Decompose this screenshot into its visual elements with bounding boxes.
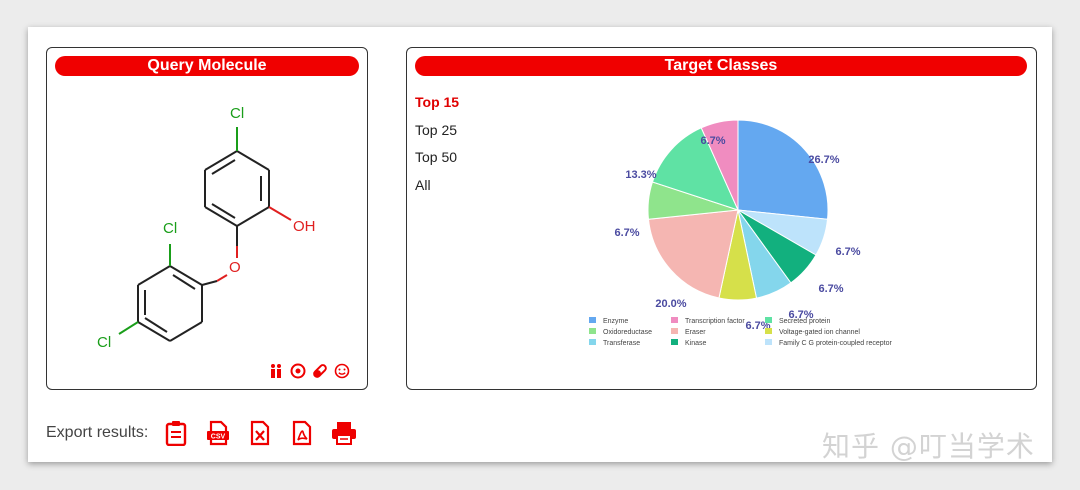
option-top-25[interactable]: Top 25 [415, 121, 458, 138]
legend-swatch [589, 328, 596, 334]
pie-label: 6.7% [700, 135, 725, 147]
svg-text:CSV: CSV [211, 434, 226, 441]
pill-icon[interactable] [311, 363, 329, 381]
atom-cl-bottom: Cl [97, 334, 111, 351]
pie-label: 6.7% [614, 227, 639, 239]
print-icon[interactable] [328, 419, 360, 447]
atom-cl-middle: Cl [163, 220, 177, 237]
legend-swatch [671, 328, 678, 334]
pdf-icon[interactable] [286, 419, 318, 447]
pie-label: 6.7% [818, 283, 843, 295]
pie-slice-eraser[interactable] [647, 209, 739, 299]
target-icon[interactable] [289, 363, 307, 381]
export-label: Export results: [46, 424, 149, 441]
query-molecule-title: Query Molecule [55, 56, 359, 76]
molecule-structure: Cl OH Cl O Cl [97, 105, 316, 351]
legend-label[interactable]: Oxidoreductase [603, 329, 652, 336]
pie-slice-transcription-factor[interactable] [700, 119, 739, 211]
legend-label[interactable]: Transferase [603, 340, 640, 347]
legend-label[interactable]: Voltage-gated ion channel [779, 329, 860, 336]
pie-label: 20.0% [655, 298, 686, 310]
legend-label[interactable]: Eraser [685, 329, 706, 336]
legend-label[interactable]: Kinase [685, 340, 707, 347]
pie-label: 26.7% [808, 154, 839, 166]
legend-swatch [589, 317, 596, 323]
legend-swatch [671, 339, 678, 345]
molecule-bonds [137, 150, 270, 342]
legend-label[interactable]: Family C G protein-coupled receptor [779, 340, 892, 347]
export-bar: Export results: CSV [46, 419, 360, 447]
legend-swatch [671, 317, 678, 323]
clipboard-icon[interactable] [160, 419, 192, 447]
pie-label: 6.7% [745, 320, 770, 332]
molecule-actions [267, 363, 351, 381]
person-icon[interactable] [267, 363, 285, 381]
option-all[interactable]: All [415, 176, 431, 193]
page: Query Molecule [28, 27, 1052, 463]
top-n-selector: Top 15 Top 25 Top 50 All [415, 92, 459, 202]
pie-label: 6.7% [835, 246, 860, 258]
pie-slice-secreted-protein[interactable] [651, 127, 739, 211]
atom-cl-top: Cl [230, 105, 244, 122]
atom-oh: OH [293, 218, 316, 235]
legend-label[interactable]: Transcription factor [685, 318, 745, 325]
pie-label: 6.7% [788, 309, 813, 321]
legend-swatch [765, 328, 772, 334]
pie-label: 13.3% [625, 169, 656, 181]
atom-o-ether: O [229, 259, 241, 276]
option-top-15[interactable]: Top 15 [415, 94, 460, 110]
option-top-50[interactable]: Top 50 [415, 149, 458, 165]
legend-swatch [589, 339, 596, 345]
legend-label[interactable]: Enzyme [603, 318, 628, 325]
excel-icon[interactable] [244, 419, 276, 447]
target-classes-card: Target Classes Top 15 Top 25 Top 50 All … [406, 47, 1037, 390]
csv-icon[interactable]: CSV [202, 419, 234, 447]
legend-swatch [765, 317, 772, 323]
target-classes-title: Target Classes [415, 56, 1027, 76]
watermark: 知乎 @叮当学术 [822, 430, 1035, 463]
legend-label[interactable]: Secreted protein [779, 318, 830, 325]
query-molecule-card: Query Molecule [46, 47, 368, 390]
pie-slice-enzyme[interactable] [737, 119, 829, 220]
target-classes-pie-chart: 26.7% 6.7% 6.7% 6.7% 6.7% 20.0% 6.7% 13.3% 6.7% E… [589, 119, 892, 347]
smiley-icon[interactable] [333, 363, 351, 381]
legend-swatch [765, 339, 772, 345]
